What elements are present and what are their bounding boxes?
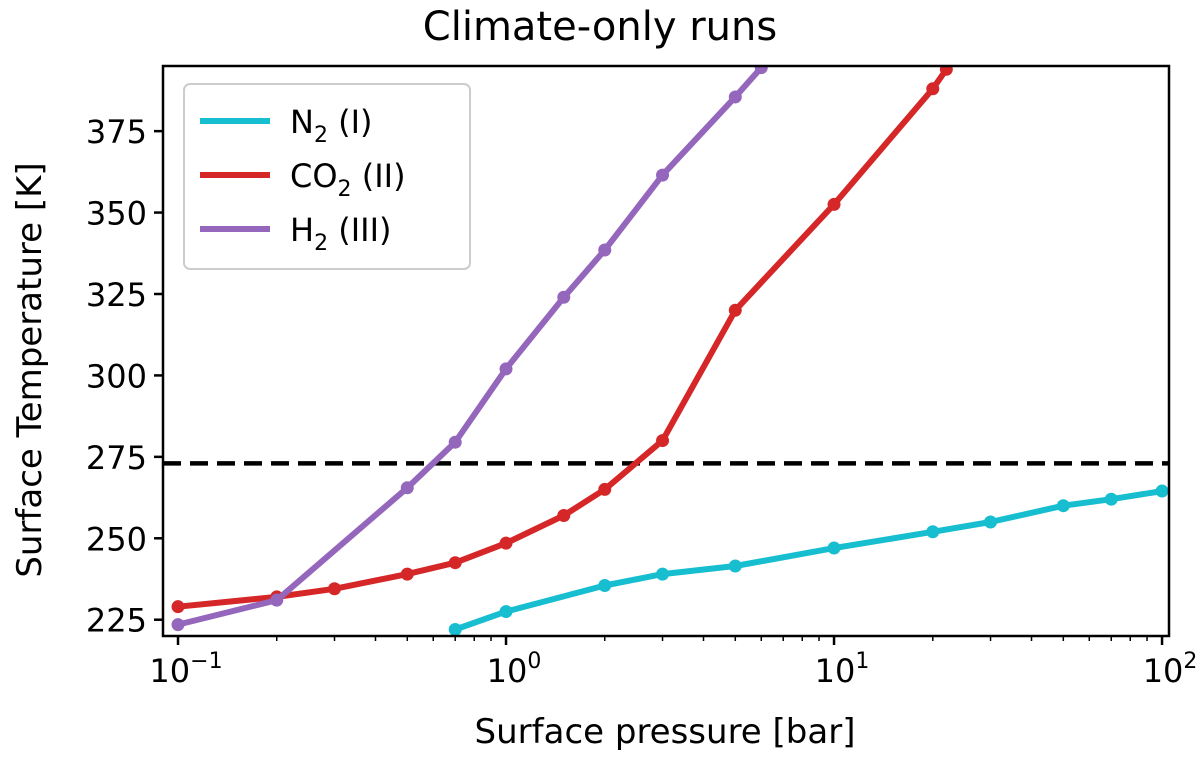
data-point <box>926 525 940 539</box>
legend: N2 (I) CO2 (II) H2 (III) <box>183 83 471 270</box>
y-tick-label: 300 <box>86 357 147 395</box>
data-point <box>499 536 513 550</box>
chart-title: Climate-only runs <box>422 4 778 50</box>
data-point <box>728 90 742 104</box>
data-point <box>270 593 284 607</box>
x-tick-label: 10−1 <box>149 649 222 690</box>
legend-label: CO2 (II) <box>290 157 406 202</box>
data-point <box>448 435 462 449</box>
series-line <box>177 66 764 628</box>
y-tick-label: 275 <box>86 439 147 477</box>
x-tick-label: 100 <box>487 649 542 690</box>
data-point <box>557 508 571 522</box>
data-point <box>171 618 185 632</box>
y-tick-label: 350 <box>86 195 147 233</box>
y-tick-label: 325 <box>86 276 147 314</box>
data-point <box>656 567 670 581</box>
data-point <box>656 168 670 182</box>
data-point <box>827 197 841 211</box>
data-point <box>328 582 342 596</box>
data-point <box>598 579 612 593</box>
data-point <box>984 515 998 529</box>
data-point <box>499 362 513 376</box>
data-point <box>1104 492 1118 506</box>
data-point <box>656 434 670 448</box>
legend-box <box>183 83 471 270</box>
legend-label: N2 (I) <box>290 103 373 148</box>
data-point <box>827 541 841 555</box>
data-point <box>1056 499 1070 513</box>
data-point <box>499 605 513 619</box>
x-tick-label: 101 <box>815 649 870 690</box>
data-point <box>448 556 462 570</box>
y-tick-label: 250 <box>86 520 147 558</box>
data-point <box>926 82 940 96</box>
x-tick-label: 102 <box>1143 649 1198 690</box>
data-point <box>400 481 414 495</box>
data-point <box>1155 484 1169 498</box>
data-point <box>448 622 462 636</box>
data-point <box>728 559 742 573</box>
data-point <box>939 66 953 76</box>
data-point <box>754 66 768 75</box>
y-tick-label: 225 <box>86 602 147 640</box>
y-tick-label: 375 <box>86 113 147 151</box>
data-point <box>400 567 414 581</box>
data-point <box>557 290 571 304</box>
data-point <box>598 243 612 257</box>
y-axis-label: Surface Temperature [K] <box>10 162 50 578</box>
x-axis-label: Surface pressure [bar] <box>474 712 856 752</box>
data-point <box>728 303 742 317</box>
plot-frame <box>161 64 1171 638</box>
data-point <box>598 482 612 496</box>
legend-label: H2 (III) <box>290 211 392 256</box>
data-point <box>171 600 185 614</box>
